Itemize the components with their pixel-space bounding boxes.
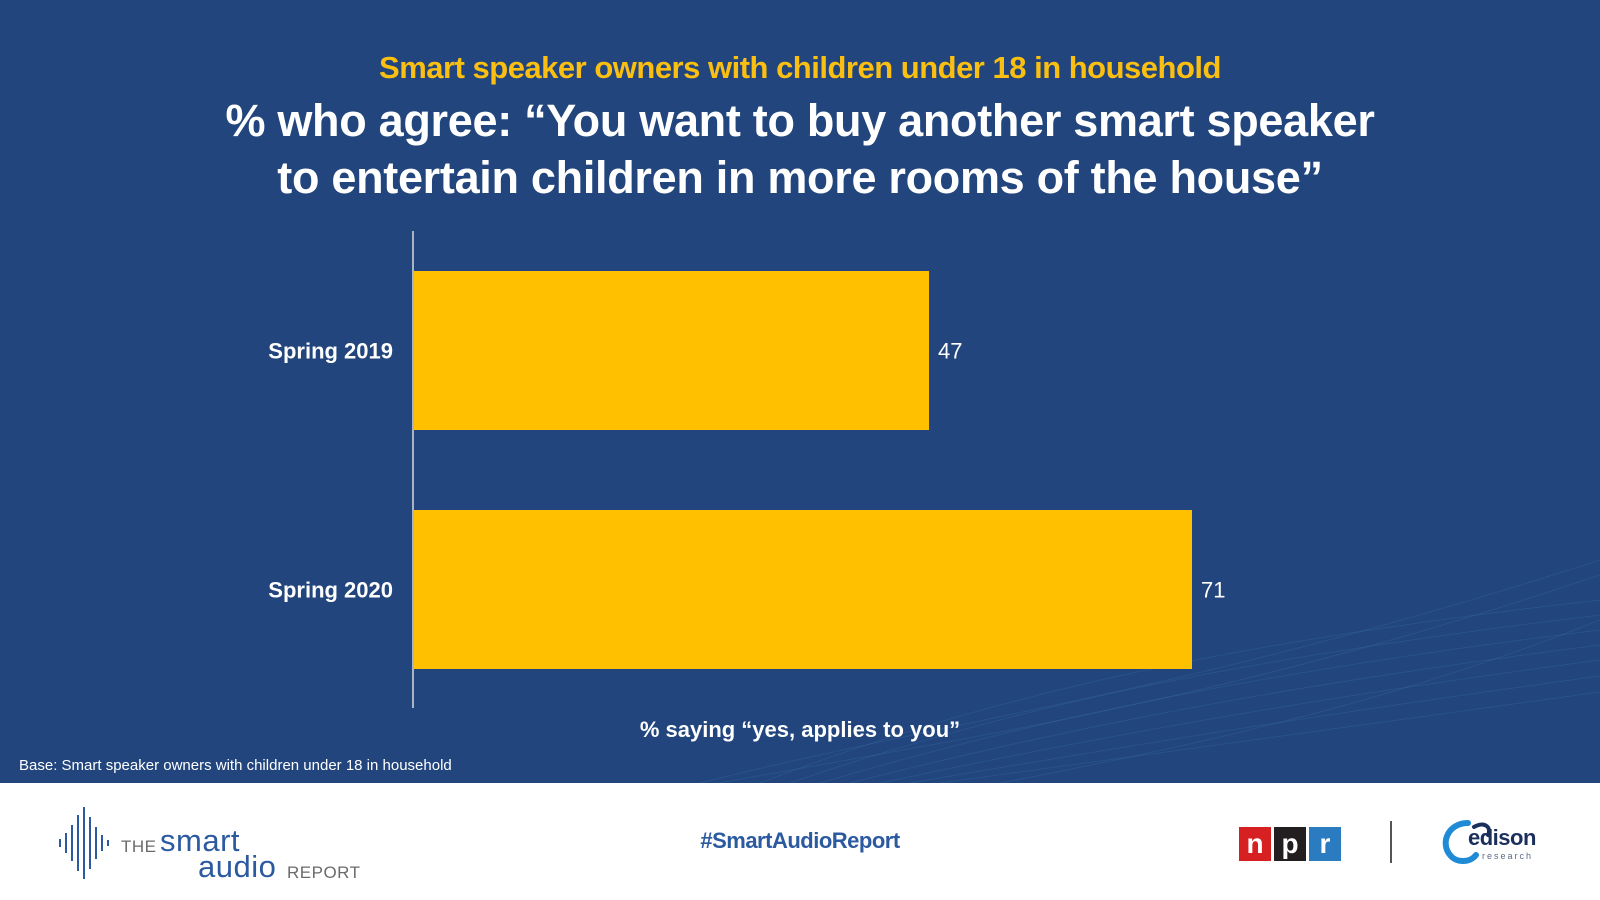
edison-wordmark: edison [1468,825,1536,850]
slide-panel: Smart speaker owners with children under… [0,0,1600,783]
category-label-0: Spring 2019 [268,339,393,364]
bar-1 [414,510,1192,669]
x-axis-label: % saying “yes, applies to you” [639,717,961,742]
edison-research-logo: edison research [1438,813,1558,873]
logo-divider [1390,821,1392,863]
chart-title-line-2: to entertain children in more rooms of t… [277,152,1323,203]
soundwave-icon [59,807,109,879]
chart-title-line-1: % who agree: “You want to buy another sm… [225,95,1375,146]
npr-letter-r: r [1309,827,1341,861]
footer-bar: THE smart audio REPORT #SmartAudioReport… [0,783,1600,900]
data-label-0: 47 [938,339,962,364]
wave-decoration [699,559,1600,783]
logo-text-smart: smart [160,823,240,858]
hashtag: #SmartAudioReport [700,828,900,853]
bar-chart: Spring 2019 47 Spring 2020 71 [268,231,1225,708]
edison-subtext: research [1482,851,1534,861]
smart-audio-report-logo: THE smart audio REPORT [56,805,376,884]
bar-0 [414,271,930,430]
npr-letter-p: p [1274,827,1306,861]
data-label-1: 71 [1201,578,1225,603]
chart-subtitle: Smart speaker owners with children under… [379,50,1221,85]
base-note: Base: Smart speaker owners with children… [19,757,452,774]
chart-title: % who agree: “You want to buy another sm… [0,92,1600,206]
npr-logo: n p r [1239,827,1341,861]
logo-text-report: REPORT [287,863,361,882]
logo-text-the: THE [121,837,157,856]
npr-letter-n: n [1239,827,1271,861]
logo-text-audio: audio [198,849,277,884]
category-label-1: Spring 2020 [268,578,393,603]
edison-swirl-icon [1442,820,1491,864]
